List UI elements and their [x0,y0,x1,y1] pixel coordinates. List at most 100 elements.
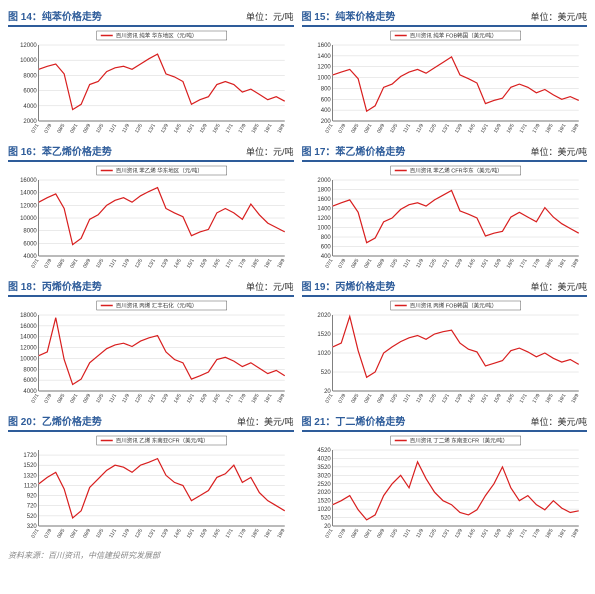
price-line [39,318,285,385]
chart-unit: 单位：美元/吨 [530,280,587,293]
svg-text:17/1: 17/1 [225,258,235,270]
svg-text:15/9: 15/9 [199,123,209,135]
svg-text:13/9: 13/9 [160,258,170,270]
svg-text:15/9: 15/9 [492,123,502,135]
chart-header: 图 17：苯乙烯价格走势单位：美元/吨 [302,143,588,162]
svg-text:11/1: 11/1 [402,528,412,539]
svg-text:3020: 3020 [317,473,331,479]
svg-text:09/1: 09/1 [363,393,373,405]
chart-title: 图 18：丙烯价格走势 [8,278,102,293]
svg-text:19/1: 19/1 [263,123,273,135]
svg-text:2520: 2520 [317,482,331,488]
svg-text:13/1: 13/1 [440,123,450,135]
svg-text:11/1: 11/1 [402,393,412,404]
price-line [39,188,285,245]
svg-text:15/1: 15/1 [479,123,489,135]
svg-text:09/9: 09/9 [82,258,92,270]
price-line [332,317,578,378]
svg-text:11/1: 11/1 [108,528,118,539]
legend-label: 百川资讯 苯乙烯 CFR华东（美元/吨） [409,167,502,175]
svg-text:13/1: 13/1 [440,393,450,405]
svg-text:14/5: 14/5 [466,123,476,135]
svg-text:1020: 1020 [317,507,331,513]
svg-text:11/9: 11/9 [121,528,131,539]
svg-text:15/9: 15/9 [199,258,209,270]
chart-plot: 320520720920112013201520172007/107/908/5… [8,434,294,544]
svg-text:920: 920 [27,494,38,500]
legend-label: 百川资讯 乙烯 东南亚CFR（美元/吨） [116,437,209,445]
legend-label: 百川资讯 丙烯 FOB韩国（美元/吨） [409,302,496,310]
svg-text:11/9: 11/9 [415,393,425,404]
svg-text:17/9: 17/9 [531,528,541,540]
price-line [332,191,578,243]
chart-unit: 单位：美元/吨 [530,10,587,23]
svg-text:08/5: 08/5 [56,393,66,405]
svg-text:15/9: 15/9 [492,258,502,270]
svg-text:17/9: 17/9 [531,258,541,270]
svg-text:15/9: 15/9 [199,393,209,405]
chart-cell-c17: 图 17：苯乙烯价格走势单位：美元/吨400600800100012001400… [302,143,588,274]
svg-text:8000: 8000 [23,229,37,235]
chart-header: 图 18：丙烯价格走势单位：元/吨 [8,278,294,297]
svg-text:17/1: 17/1 [518,393,528,405]
svg-text:12000: 12000 [20,43,37,49]
svg-text:10000: 10000 [20,58,37,64]
svg-text:16/5: 16/5 [212,258,222,270]
svg-text:10/5: 10/5 [389,393,399,405]
chart-title: 图 20：乙烯价格走势 [8,413,102,428]
svg-text:400: 400 [320,108,331,114]
svg-text:14000: 14000 [20,191,37,197]
svg-text:1400: 1400 [317,54,331,60]
svg-text:13/1: 13/1 [147,123,157,135]
chart-cell-c14: 图 14：纯苯价格走势单位：元/吨20004000600080001000012… [8,8,294,139]
svg-text:10/5: 10/5 [389,258,399,270]
svg-text:17/9: 17/9 [238,393,248,405]
svg-text:07/9: 07/9 [337,393,347,405]
svg-text:14/5: 14/5 [173,123,183,135]
svg-text:14/5: 14/5 [173,393,183,405]
svg-text:10/5: 10/5 [389,123,399,135]
svg-text:17/9: 17/9 [531,123,541,135]
chart-header: 图 16：苯乙烯价格走势单位：元/吨 [8,143,294,162]
svg-text:07/9: 07/9 [337,528,347,540]
svg-text:16/5: 16/5 [505,123,515,135]
legend-label: 百川资讯 丙烯 汇丰石化（元/吨） [116,302,198,310]
svg-text:11/1: 11/1 [108,393,118,404]
svg-text:1800: 1800 [317,188,331,194]
svg-text:09/1: 09/1 [69,123,79,135]
svg-text:18/5: 18/5 [251,258,261,270]
svg-text:17/1: 17/1 [518,528,528,540]
data-source-footer: 资料来源：百川资讯，中信建投研究发展部 [8,550,587,561]
svg-text:17/1: 17/1 [225,528,235,540]
svg-text:17/1: 17/1 [225,123,235,135]
svg-text:19/1: 19/1 [263,393,273,405]
chart-header: 图 14：纯苯价格走势单位：元/吨 [8,8,294,27]
svg-text:16/5: 16/5 [212,393,222,405]
svg-text:07/9: 07/9 [43,123,53,135]
svg-text:08/5: 08/5 [350,258,360,270]
svg-text:13/9: 13/9 [160,393,170,405]
svg-text:19/9: 19/9 [276,393,286,405]
svg-text:15/9: 15/9 [492,528,502,540]
chart-header: 图 20：乙烯价格走势单位：美元/吨 [8,413,294,432]
svg-text:09/1: 09/1 [69,528,79,540]
svg-text:520: 520 [27,514,38,520]
svg-text:09/1: 09/1 [69,258,79,270]
chart-title: 图 16：苯乙烯价格走势 [8,143,112,158]
svg-text:11/1: 11/1 [402,258,412,269]
chart-plot: 40060080010001200140016001800200007/107/… [302,164,588,274]
svg-text:11/9: 11/9 [415,123,425,134]
svg-text:17/1: 17/1 [518,123,528,135]
svg-text:12/5: 12/5 [134,528,144,540]
svg-text:12/5: 12/5 [134,393,144,405]
svg-text:19/1: 19/1 [263,528,273,540]
chart-plot: 205201020152020202520302035204020452007/… [302,434,588,544]
svg-text:18/5: 18/5 [544,393,554,405]
svg-text:1720: 1720 [23,453,37,459]
svg-text:600: 600 [320,245,331,251]
svg-text:07/9: 07/9 [43,258,53,270]
svg-text:07/9: 07/9 [337,123,347,135]
svg-text:14/5: 14/5 [466,393,476,405]
svg-text:13/1: 13/1 [147,393,157,405]
svg-text:13/9: 13/9 [453,393,463,405]
